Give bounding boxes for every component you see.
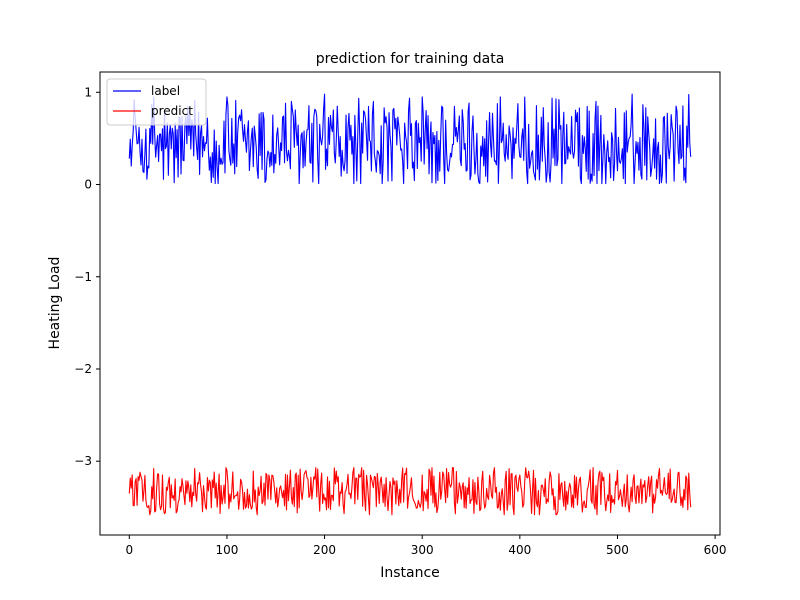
legend-label-label: label — [151, 84, 180, 98]
x-tick-label: 300 — [411, 543, 434, 557]
x-tick-label: 600 — [704, 543, 727, 557]
y-tick-label: −2 — [74, 362, 92, 376]
series-layer — [128, 93, 692, 516]
y-tick-label: 1 — [84, 85, 92, 99]
y-tick-label: −1 — [74, 270, 92, 284]
plot-frame — [99, 71, 721, 536]
x-tick-label: 400 — [508, 543, 531, 557]
y-tick-label: −3 — [74, 454, 92, 468]
series-line-label — [128, 93, 692, 185]
legend: label predict — [106, 78, 207, 126]
x-tick-label: 100 — [215, 543, 238, 557]
x-tick-label: 500 — [606, 543, 629, 557]
y-tick-label: 0 — [84, 178, 92, 192]
x-tick-label: 200 — [313, 543, 336, 557]
y-axis: 1 0 −1 −2 −3 — [74, 85, 100, 468]
x-axis-title: Instance — [380, 565, 440, 581]
x-axis: 0 100 200 300 400 500 600 — [125, 535, 727, 557]
chart-title: prediction for training data — [316, 51, 505, 67]
x-tick-label: 0 — [125, 543, 133, 557]
series-line-predict — [128, 467, 692, 516]
legend-label-predict: predict — [151, 104, 193, 118]
y-axis-title: Heating Load — [47, 257, 63, 350]
